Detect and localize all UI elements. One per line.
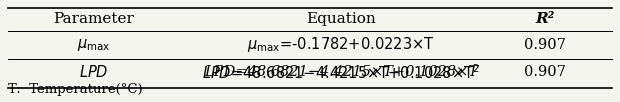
- Text: 0.907: 0.907: [524, 65, 565, 79]
- Text: T:  Temperature(°C): T: Temperature(°C): [7, 83, 142, 96]
- Text: Parameter: Parameter: [53, 12, 135, 26]
- Text: 0.907: 0.907: [524, 38, 565, 52]
- Text: $\mu_\mathrm{max}$=-0.1782+0.0223$\times$T: $\mu_\mathrm{max}$=-0.1782+0.0223$\times…: [247, 35, 435, 54]
- Text: LPD=48.6821−4.4215×T+0.1028×T: LPD=48.6821−4.4215×T+0.1028×T: [204, 65, 478, 79]
- Text: R²: R²: [535, 12, 554, 26]
- Text: $\mathit{LPD}$=48.6821$-$4.4215$\times$T+0.1028$\times$T$^{2}$: $\mathit{LPD}$=48.6821$-$4.4215$\times$T…: [202, 63, 480, 82]
- Text: $\mathit{LPD}$: $\mathit{LPD}$: [79, 64, 108, 80]
- Text: Equation: Equation: [306, 12, 376, 26]
- Text: $\mu_\mathrm{max}$: $\mu_\mathrm{max}$: [78, 37, 111, 53]
